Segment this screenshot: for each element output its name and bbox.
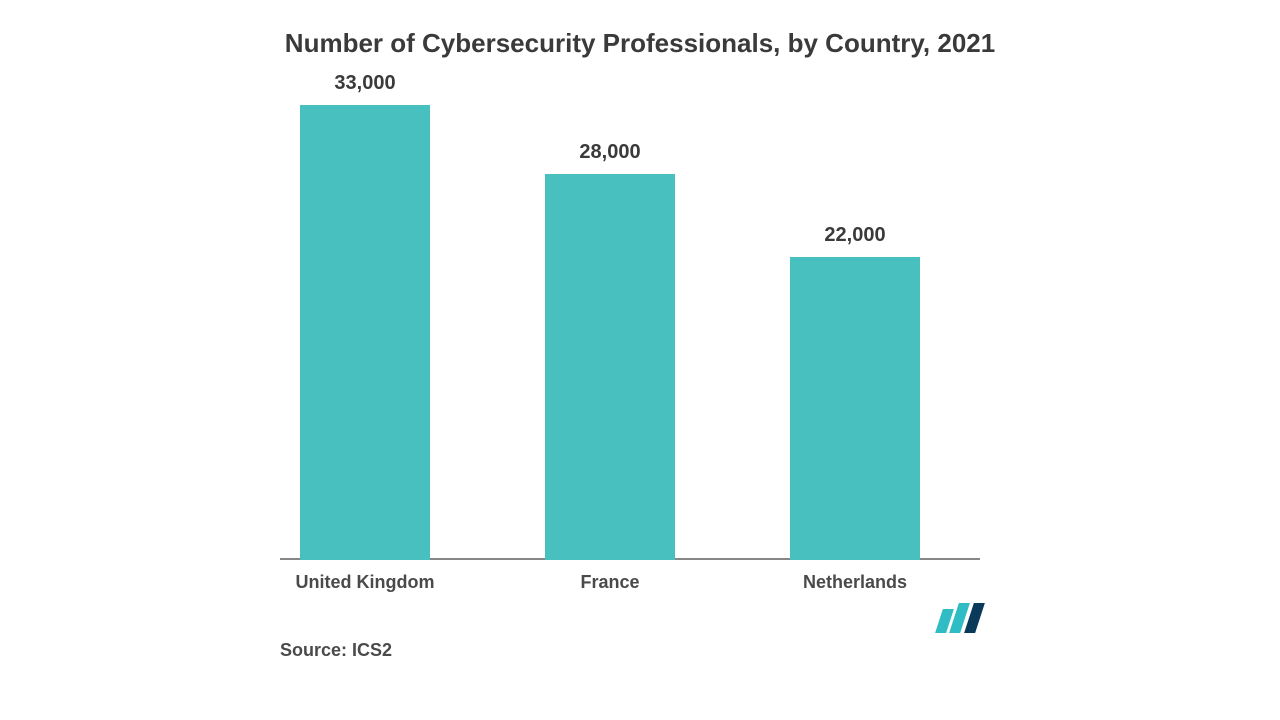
bar bbox=[545, 174, 675, 560]
category-label: United Kingdom bbox=[235, 572, 495, 593]
source-prefix: Source: bbox=[280, 640, 352, 660]
category-label: Netherlands bbox=[725, 572, 985, 593]
source-attribution: Source: ICS2 bbox=[280, 640, 392, 661]
chart-container: Number of Cybersecurity Professionals, b… bbox=[0, 0, 1280, 720]
bar-value-label: 22,000 bbox=[725, 224, 985, 247]
bar bbox=[790, 257, 920, 560]
category-label: France bbox=[480, 572, 740, 593]
plot-area: 33,000United Kingdom28,000France22,000Ne… bbox=[280, 105, 980, 560]
bar bbox=[300, 105, 430, 560]
bar-value-label: 33,000 bbox=[235, 72, 495, 95]
brand-logo bbox=[939, 603, 980, 633]
chart-title: Number of Cybersecurity Professionals, b… bbox=[0, 28, 1280, 59]
bar-value-label: 28,000 bbox=[480, 141, 740, 164]
source-value: ICS2 bbox=[352, 640, 392, 660]
